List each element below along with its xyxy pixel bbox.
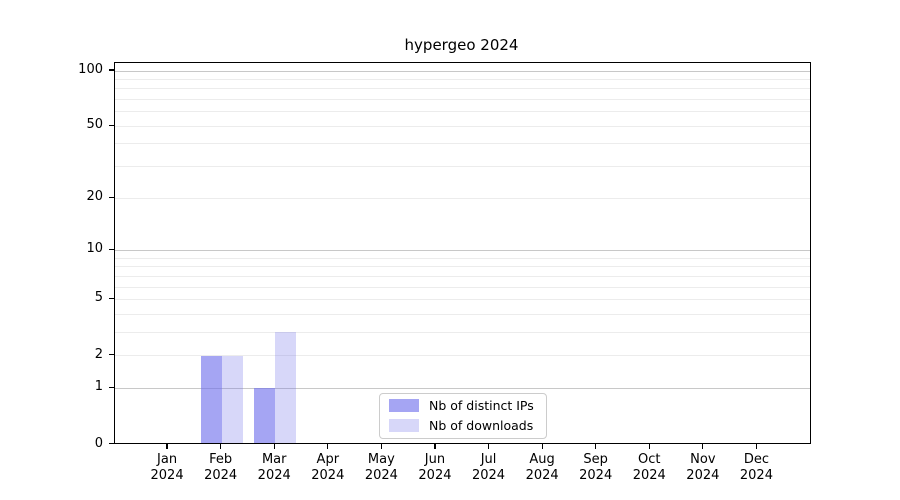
gridline [115,266,810,267]
y-tick-label: 5 [55,289,103,307]
gridline [115,332,810,333]
x-tick [434,444,435,449]
x-tick [327,444,328,449]
y-tick [109,249,114,250]
y-tick-label: 10 [55,240,103,258]
legend-item-downloads: Nb of downloads [389,417,546,434]
gridline [115,126,810,127]
y-tick-label: 0 [55,435,103,453]
y-tick [109,387,114,388]
x-tick [274,444,275,449]
figure: hypergeo 2024 Nb of distinct IPs Nb of d… [0,0,900,500]
y-tick-label: 20 [55,188,103,206]
legend-label-distinct-ips: Nb of distinct IPs [429,398,534,414]
y-tick [109,197,114,198]
gridline [115,88,810,89]
bar-downloads-mar [275,332,296,443]
legend-item-distinct-ips: Nb of distinct IPs [389,397,546,414]
gridline [115,314,810,315]
gridline [115,250,810,251]
gridline [115,99,810,100]
x-tick [381,444,382,449]
legend-swatch-distinct-ips [389,399,419,412]
gridline [115,111,810,112]
gridline [115,276,810,277]
gridline [115,143,810,144]
legend: Nb of distinct IPs Nb of downloads [379,393,547,439]
x-tick [166,444,167,449]
y-tick [109,125,114,126]
y-tick-label: 2 [55,346,103,364]
y-tick [109,69,114,70]
gridline [115,299,810,300]
plot-area: Nb of distinct IPs Nb of downloads [114,62,811,444]
x-tick [595,444,596,449]
legend-swatch-downloads [389,419,419,432]
y-tick-label: 100 [55,61,103,79]
gridline [115,258,810,259]
bar-downloads-feb [222,356,243,444]
x-tick [542,444,543,449]
x-tick [756,444,757,449]
x-tick [488,444,489,449]
gridline [115,287,810,288]
x-tick [702,444,703,449]
y-tick [109,298,114,299]
y-tick-label: 1 [55,378,103,396]
y-tick [109,354,114,355]
bar-distinct-ips-mar [254,388,275,443]
gridline [115,198,810,199]
chart-title: hypergeo 2024 [113,35,810,55]
gridline [115,79,810,80]
x-tick [649,444,650,449]
y-tick [109,443,114,444]
x-tick [220,444,221,449]
y-tick-label: 50 [55,116,103,134]
bar-distinct-ips-feb [201,356,222,444]
x-tick-label: Dec 2024 [711,452,801,485]
gridline [115,166,810,167]
gridline [115,71,810,72]
legend-label-downloads: Nb of downloads [429,418,533,434]
